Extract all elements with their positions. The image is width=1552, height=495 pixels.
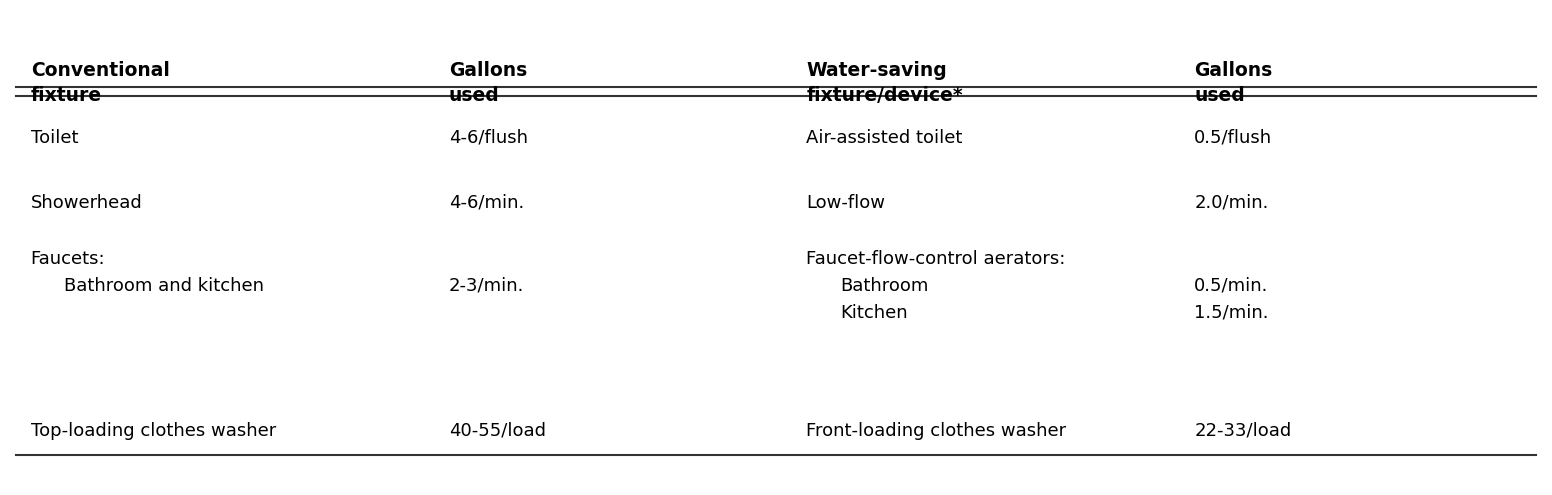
Text: Low-flow: Low-flow — [807, 194, 886, 212]
Text: Conventional
fixture: Conventional fixture — [31, 61, 169, 104]
Text: Bathroom and kitchen: Bathroom and kitchen — [64, 277, 264, 295]
Text: 4-6/min.: 4-6/min. — [449, 194, 525, 212]
Text: Kitchen: Kitchen — [840, 304, 908, 322]
Text: 2-3/min.: 2-3/min. — [449, 277, 525, 295]
Text: 22-33/load: 22-33/load — [1195, 422, 1291, 440]
Text: 4-6/flush: 4-6/flush — [449, 129, 528, 147]
Text: Gallons
used: Gallons used — [1195, 61, 1273, 104]
Text: 2.0/min.: 2.0/min. — [1195, 194, 1268, 212]
Text: 40-55/load: 40-55/load — [449, 422, 546, 440]
Text: Air-assisted toilet: Air-assisted toilet — [807, 129, 962, 147]
Text: 0.5/min.: 0.5/min. — [1195, 277, 1268, 295]
Text: Toilet: Toilet — [31, 129, 78, 147]
Text: Showerhead: Showerhead — [31, 194, 143, 212]
Text: 1.5/min.: 1.5/min. — [1195, 304, 1270, 322]
Text: Bathroom: Bathroom — [840, 277, 928, 295]
Text: Faucets:: Faucets: — [31, 250, 106, 268]
Text: Water-saving
fixture/device*: Water-saving fixture/device* — [807, 61, 964, 104]
Text: Front-loading clothes washer: Front-loading clothes washer — [807, 422, 1066, 440]
Text: Gallons
used: Gallons used — [449, 61, 528, 104]
Text: Top-loading clothes washer: Top-loading clothes washer — [31, 422, 276, 440]
Text: Faucet-flow-control aerators:: Faucet-flow-control aerators: — [807, 250, 1066, 268]
Text: 0.5/flush: 0.5/flush — [1195, 129, 1273, 147]
